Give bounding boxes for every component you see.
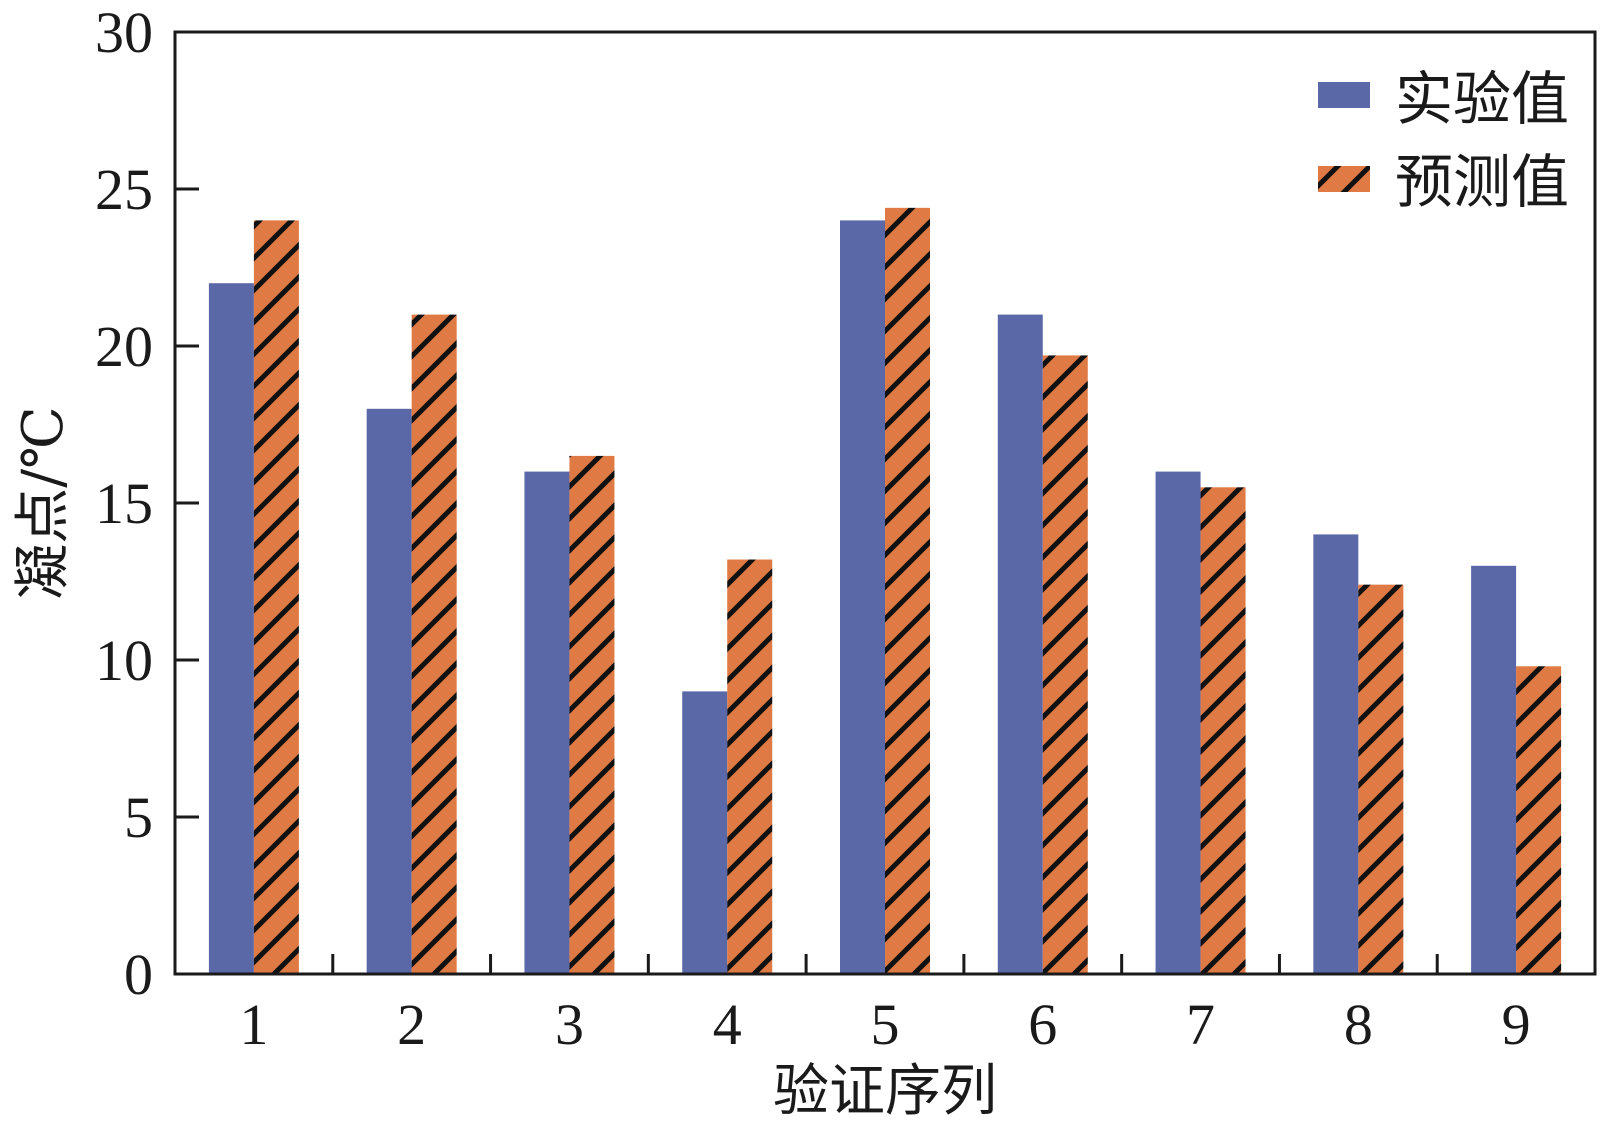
x-tick-label: 4: [713, 992, 742, 1057]
bar-predicted-4: [727, 559, 773, 974]
y-tick-label: 25: [95, 157, 153, 222]
x-tick-label: 2: [397, 992, 426, 1057]
bar-predicted-3: [569, 455, 615, 974]
bar-predicted-5: [885, 207, 930, 975]
legend-label-experimental: 实验值: [1395, 65, 1569, 133]
bar-predicted-6: [1042, 355, 1088, 974]
x-axis: 1 2 3 4 5 6 7 8 9: [239, 954, 1531, 1057]
y-tick-label: 20: [95, 314, 153, 379]
y-tick-label: 30: [95, 0, 153, 65]
bar-predicted-1: [253, 220, 299, 974]
bar-experimental-7: [1155, 471, 1201, 974]
y-tick-label: 0: [124, 942, 153, 1007]
y-axis-title: 凝点/℃: [11, 406, 76, 600]
bar-predicted-8: [1358, 584, 1404, 974]
x-tick-label: 3: [555, 992, 584, 1057]
y-axis: 0 5 10 15 20 25 30: [95, 0, 199, 1007]
bar-predicted-2: [411, 314, 457, 975]
legend-swatch-predicted: [1318, 166, 1370, 192]
y-tick-label: 15: [95, 471, 153, 536]
bar-experimental-9: [1471, 565, 1517, 974]
bar-experimental-3: [524, 471, 570, 974]
bar-experimental-8: [1313, 534, 1359, 974]
x-tick-label: 9: [1502, 992, 1531, 1057]
legend: 实验值 预测值: [1318, 65, 1569, 216]
x-tick-label: 5: [871, 992, 900, 1057]
bar-experimental-6: [997, 314, 1043, 975]
legend-swatch-experimental: [1318, 82, 1370, 108]
x-axis-title: 验证序列: [773, 1059, 997, 1124]
y-tick-label: 10: [95, 628, 153, 693]
legend-label-predicted: 预测值: [1395, 148, 1569, 216]
x-tick-label: 7: [1186, 992, 1215, 1057]
bar-predicted-7: [1200, 487, 1246, 974]
bar-experimental-2: [366, 408, 412, 974]
x-tick-label: 8: [1344, 992, 1373, 1057]
bars-group: [208, 207, 1562, 975]
bar-experimental-1: [208, 283, 254, 974]
bar-predicted-9: [1516, 666, 1562, 974]
x-tick-label: 6: [1028, 992, 1057, 1057]
bar-experimental-5: [840, 220, 885, 974]
y-tick-label: 5: [124, 785, 153, 850]
bar-experimental-4: [682, 691, 728, 974]
x-tick-label: 1: [239, 992, 268, 1057]
